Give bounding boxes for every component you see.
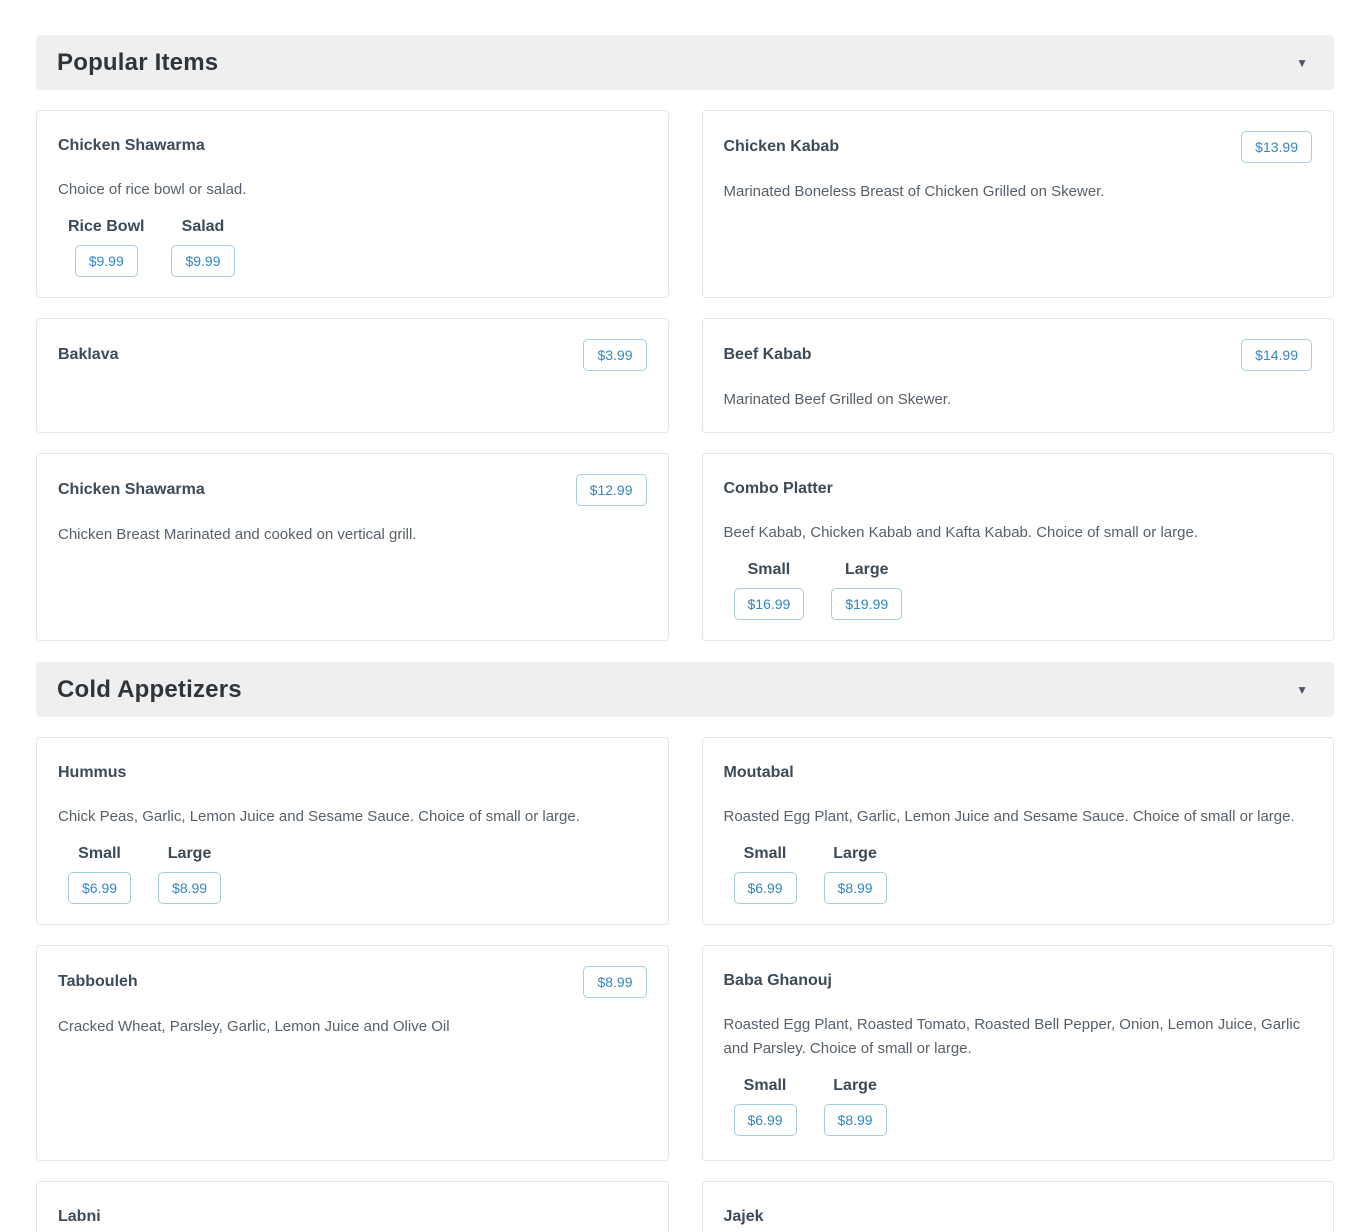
section-title: Popular Items bbox=[57, 48, 219, 76]
section-header-cold-appetizers[interactable]: Cold Appetizers ▼ bbox=[36, 662, 1334, 717]
menu-item-card: Beef Kabab $14.99 Marinated Beef Grilled… bbox=[701, 318, 1334, 433]
price-button[interactable]: $8.99 bbox=[158, 872, 222, 904]
menu-item-card: Chicken Shawarma $12.99 Chicken Breast M… bbox=[36, 453, 669, 641]
option-group: Rice Bowl $9.99 Salad $9.99 bbox=[68, 218, 647, 277]
menu-item-card: Baklava $3.99 bbox=[36, 318, 669, 433]
option-group: Small $6.99 Large $8.99 bbox=[733, 845, 1313, 904]
menu-item-card: Moutabal Roasted Egg Plant, Garlic, Lemo… bbox=[701, 737, 1334, 925]
price-button[interactable]: $16.99 bbox=[733, 588, 805, 620]
price-button[interactable]: $13.99 bbox=[1241, 131, 1312, 163]
option-label: Small bbox=[743, 1077, 787, 1094]
price-button[interactable]: $9.99 bbox=[74, 245, 138, 277]
price-button[interactable]: $6.99 bbox=[733, 1104, 797, 1136]
price-button[interactable]: $3.99 bbox=[583, 339, 647, 371]
option-group: Small $6.99 Large $8.99 bbox=[68, 845, 647, 904]
option-label: Large bbox=[844, 561, 889, 578]
price-button[interactable]: $14.99 bbox=[1241, 339, 1312, 371]
option-label: Rice Bowl bbox=[68, 218, 145, 235]
option: Rice Bowl $9.99 bbox=[68, 218, 144, 277]
item-description: Cracked Wheat, Parsley, Garlic, Lemon Ju… bbox=[58, 1018, 450, 1035]
price-button[interactable]: $8.99 bbox=[583, 966, 647, 998]
chevron-down-icon[interactable]: ▼ bbox=[1296, 55, 1308, 70]
option: Large $8.99 bbox=[823, 845, 887, 904]
item-name: Combo Platter bbox=[723, 480, 833, 497]
item-description: Chicken Breast Marinated and cooked on v… bbox=[58, 526, 417, 543]
section-title: Cold Appetizers bbox=[57, 675, 242, 703]
price-button[interactable]: $19.99 bbox=[831, 588, 903, 620]
item-description: Chick Peas, Garlic, Lemon Juice and Sesa… bbox=[58, 808, 580, 825]
option-label: Small bbox=[78, 845, 121, 862]
option: Small $6.99 bbox=[68, 845, 132, 904]
price-button[interactable]: $6.99 bbox=[68, 872, 132, 904]
option: Small $6.99 bbox=[733, 1077, 797, 1136]
item-name: Jajek bbox=[723, 1208, 764, 1225]
option-group: Small $6.99 Large $8.99 bbox=[733, 1077, 1313, 1136]
option-group: Small $16.99 Large $19.99 bbox=[733, 561, 1313, 620]
menu-item-card: Tabbouleh $8.99 Cracked Wheat, Parsley, … bbox=[36, 945, 669, 1161]
item-name: Labni bbox=[58, 1208, 101, 1225]
option: Large $19.99 bbox=[831, 561, 903, 620]
option: Salad $9.99 bbox=[171, 218, 235, 277]
chevron-down-icon[interactable]: ▼ bbox=[1296, 682, 1308, 697]
item-name: Baklava bbox=[58, 346, 119, 363]
item-name: Chicken Shawarma bbox=[58, 481, 205, 498]
option-label: Small bbox=[743, 845, 787, 862]
menu-item-card: Combo Platter Beef Kabab, Chicken Kabab … bbox=[701, 453, 1334, 641]
item-description: Marinated Beef Grilled on Skewer. bbox=[723, 391, 952, 408]
price-button[interactable]: $8.99 bbox=[823, 1104, 887, 1136]
item-name: Baba Ghanouj bbox=[723, 972, 832, 989]
option-label: Large bbox=[833, 1077, 877, 1094]
item-description: Beef Kabab, Chicken Kabab and Kafta Kaba… bbox=[723, 524, 1198, 541]
option-label: Large bbox=[833, 845, 877, 862]
item-name: Beef Kabab bbox=[723, 346, 812, 363]
menu-item-card: Baba Ghanouj Roasted Egg Plant, Roasted … bbox=[701, 945, 1334, 1161]
option: Small $6.99 bbox=[733, 845, 797, 904]
item-description: Roasted Egg Plant, Roasted Tomato, Roast… bbox=[723, 1016, 1301, 1057]
menu-item-card: Hummus Chick Peas, Garlic, Lemon Juice a… bbox=[36, 737, 669, 925]
item-name: Hummus bbox=[58, 764, 127, 781]
section-items-cold-appetizers: Hummus Chick Peas, Garlic, Lemon Juice a… bbox=[36, 737, 1334, 1232]
option: Small $16.99 bbox=[733, 561, 805, 620]
section-header-popular-items[interactable]: Popular Items ▼ bbox=[36, 35, 1334, 90]
item-description: Choice of rice bowl or salad. bbox=[58, 181, 247, 198]
menu-item-card: Labni bbox=[36, 1181, 669, 1232]
price-button[interactable]: $12.99 bbox=[575, 474, 647, 506]
price-button[interactable]: $6.99 bbox=[733, 872, 797, 904]
item-description: Marinated Boneless Breast of Chicken Gri… bbox=[723, 183, 1105, 200]
menu-item-card: Chicken Shawarma Choice of rice bowl or … bbox=[36, 110, 669, 298]
item-description: Roasted Egg Plant, Garlic, Lemon Juice a… bbox=[723, 808, 1295, 825]
option-label: Small bbox=[747, 561, 791, 578]
option-label: Large bbox=[167, 845, 212, 862]
option-label: Salad bbox=[181, 218, 225, 235]
option: Large $8.99 bbox=[823, 1077, 887, 1136]
item-name: Chicken Kabab bbox=[723, 138, 840, 155]
menu-item-card: Jajek bbox=[701, 1181, 1334, 1232]
item-name: Moutabal bbox=[723, 764, 794, 781]
section-items-popular: Chicken Shawarma Choice of rice bowl or … bbox=[36, 110, 1334, 641]
item-name: Chicken Shawarma bbox=[58, 137, 205, 154]
item-name: Tabbouleh bbox=[58, 973, 138, 990]
price-button[interactable]: $9.99 bbox=[171, 245, 235, 277]
option: Large $8.99 bbox=[158, 845, 222, 904]
menu-item-card: Chicken Kabab $13.99 Marinated Boneless … bbox=[701, 110, 1334, 298]
price-button[interactable]: $8.99 bbox=[823, 872, 887, 904]
